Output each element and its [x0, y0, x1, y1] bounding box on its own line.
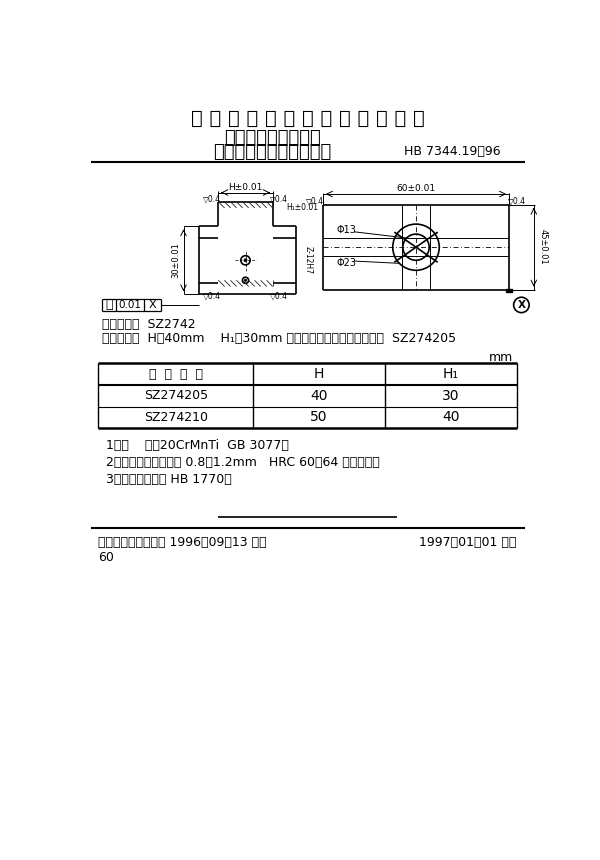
Text: ▽0.4: ▽0.4 [270, 195, 288, 204]
Text: 60±0.01: 60±0.01 [397, 184, 436, 194]
Text: ▽0.4: ▽0.4 [508, 196, 526, 206]
Text: 30: 30 [442, 389, 460, 402]
Circle shape [244, 280, 247, 281]
Text: 中型二阶长方形定位支承: 中型二阶长方形定位支承 [214, 143, 332, 161]
Text: ▽0.4: ▽0.4 [270, 292, 288, 301]
Text: H±0.01: H±0.01 [229, 182, 263, 192]
Text: ▽0.4: ▽0.4 [203, 195, 221, 204]
Text: 40: 40 [310, 389, 328, 402]
Circle shape [244, 259, 247, 261]
Text: 数控机床用夹具元件: 数控机床用夹具元件 [224, 129, 321, 147]
Text: H: H [314, 367, 325, 381]
Text: 30±0.01: 30±0.01 [171, 243, 180, 279]
Text: HB 7344.19－96: HB 7344.19－96 [404, 145, 501, 158]
Text: H₁: H₁ [443, 367, 459, 381]
Text: H₁±0.01: H₁±0.01 [287, 204, 319, 212]
Text: ＝: ＝ [106, 298, 113, 311]
Text: 标记示例：  H＝40mm    H₁＝30mm 的中型二阶长方形定位支承：  SZ274205: 标记示例： H＝40mm H₁＝30mm 的中型二阶长方形定位支承： SZ274… [102, 332, 456, 345]
Text: 2．热处理：渗碳深度 0.8～1.2mm   HRC 60～64 人工时效。: 2．热处理：渗碳深度 0.8～1.2mm HRC 60～64 人工时效。 [106, 457, 380, 470]
Text: mm: mm [488, 351, 513, 364]
Text: 60: 60 [98, 551, 114, 564]
Text: 中国航空工业总公司 1996－09－13 发布: 中国航空工业总公司 1996－09－13 发布 [98, 536, 267, 549]
FancyBboxPatch shape [506, 289, 512, 292]
Text: ▽0.4: ▽0.4 [306, 196, 324, 206]
Text: 50: 50 [310, 410, 328, 424]
Text: 3．技术条件：按 HB 1770。: 3．技术条件：按 HB 1770。 [106, 473, 232, 486]
Text: 中 华 人 民 共 和 国 航 空 工 业 标 准: 中 华 人 民 共 和 国 航 空 工 业 标 准 [191, 109, 424, 128]
Text: X: X [517, 300, 526, 310]
Text: X: X [149, 300, 157, 310]
Text: SZ274205: SZ274205 [143, 390, 208, 402]
Text: 1997－01－01 实施: 1997－01－01 实施 [419, 536, 517, 549]
Text: 40: 40 [442, 410, 460, 424]
Text: Φ13: Φ13 [337, 225, 357, 236]
Text: 1．材    料：20CrMnTi  GB 3077。: 1．材 料：20CrMnTi GB 3077。 [106, 439, 289, 452]
Text: 分类代号：  SZ2742: 分类代号： SZ2742 [102, 318, 196, 331]
Text: Φ23: Φ23 [337, 258, 357, 267]
Text: SZ274210: SZ274210 [144, 411, 208, 424]
Text: ▽0.4: ▽0.4 [203, 292, 221, 301]
Text: 标  记  代  号: 标 记 代 号 [149, 368, 203, 381]
Text: Z-12H7: Z-12H7 [304, 246, 313, 274]
Text: 45±0.01: 45±0.01 [539, 230, 548, 265]
Text: 0.01: 0.01 [119, 300, 142, 310]
